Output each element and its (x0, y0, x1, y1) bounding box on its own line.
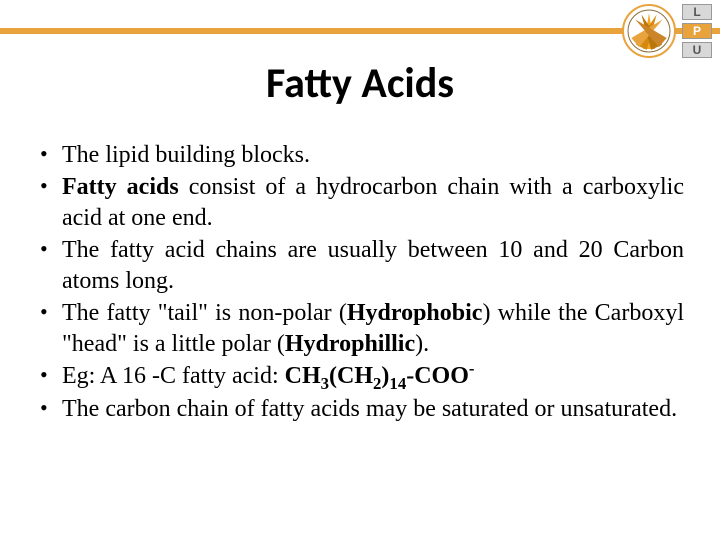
logo-letter-p: P (682, 23, 712, 39)
logo-letter-l: L (682, 4, 712, 20)
list-item: Fatty acids consist of a hydrocarbon cha… (36, 172, 684, 233)
list-item: The carbon chain of fatty acids may be s… (36, 394, 684, 424)
lpu-letter-logo: L P U (682, 4, 712, 58)
slide-body: The lipid building blocks. Fatty acids c… (36, 140, 684, 426)
list-item: Eg: A 16 -C fatty acid: CH3(CH2)14-COO- (36, 361, 684, 391)
list-item: The fatty acid chains are usually betwee… (36, 235, 684, 296)
list-item: The fatty "tail" is non-polar (Hydrophob… (36, 298, 684, 359)
bullet-list: The lipid building blocks. Fatty acids c… (36, 140, 684, 424)
header-accent-bar (0, 28, 720, 34)
slide-title: Fatty Acids (0, 58, 720, 109)
list-item: The lipid building blocks. (36, 140, 684, 170)
logo-letter-u: U (682, 42, 712, 58)
lpu-seal-logo (622, 4, 676, 58)
